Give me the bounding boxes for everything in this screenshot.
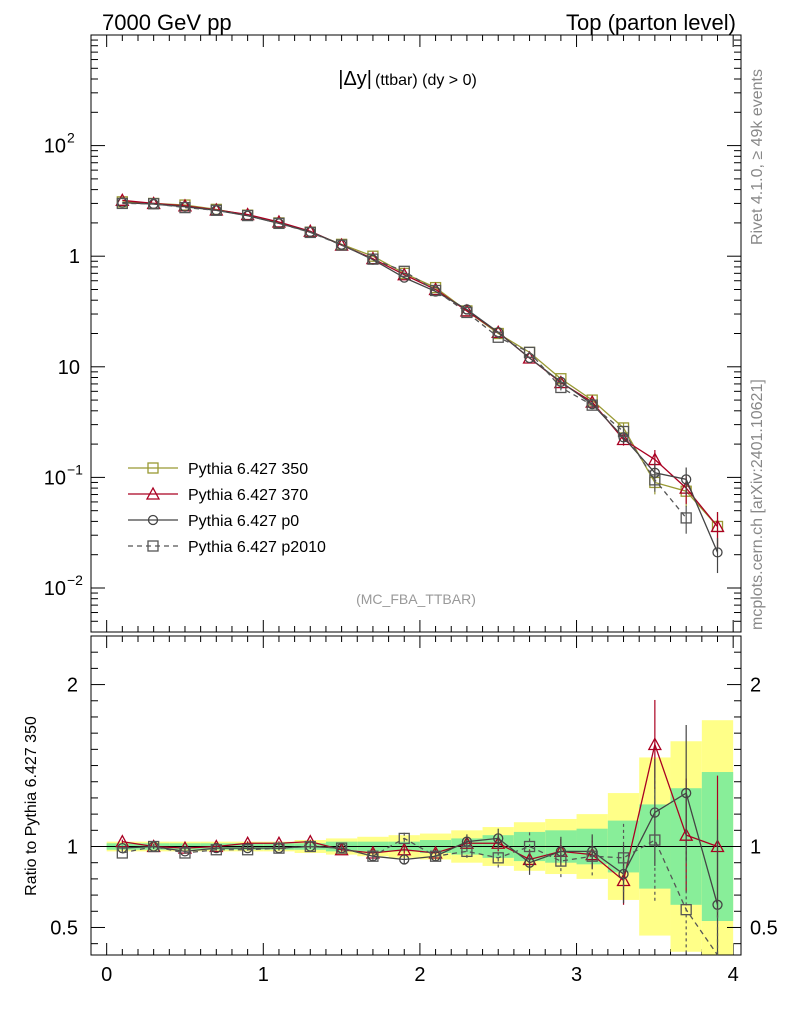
data-point bbox=[617, 425, 630, 438]
ratio-point bbox=[461, 845, 473, 858]
ratio-point bbox=[398, 832, 410, 845]
data-point bbox=[241, 209, 254, 222]
ratio-point bbox=[429, 850, 442, 862]
ratio-point bbox=[148, 840, 160, 853]
header-left: 7000 GeV pp bbox=[102, 10, 232, 35]
x-tick-label: 0 bbox=[101, 964, 112, 986]
data-point bbox=[116, 197, 128, 210]
ratio-point bbox=[647, 737, 662, 751]
y-tick-exponent: −2 bbox=[67, 572, 83, 588]
side-label-top: Rivet 4.1.0, ≥ 49k events bbox=[749, 69, 766, 245]
data-point bbox=[680, 512, 692, 524]
ratio-point bbox=[116, 847, 128, 859]
ratio-panel: 0 1 2 3 4 2 2 1 1 0.5 0.5 bbox=[50, 635, 778, 986]
y-tick-exponent: 2 bbox=[67, 130, 75, 146]
ratio-y-tick-label: 0.5 bbox=[50, 917, 78, 939]
ratio-point bbox=[680, 904, 692, 916]
data-point bbox=[240, 207, 255, 221]
data-point bbox=[179, 201, 191, 214]
ratio-y-tick-label-right: 0.5 bbox=[750, 917, 778, 939]
data-point bbox=[304, 226, 316, 239]
data-point bbox=[616, 432, 631, 446]
ratio-point bbox=[210, 844, 222, 856]
ratio-y-tick-label-right: 2 bbox=[750, 675, 761, 697]
data-point bbox=[273, 217, 285, 230]
data-point bbox=[148, 198, 160, 210]
legend-marker bbox=[145, 486, 161, 500]
y-tick-label: 10 bbox=[44, 136, 66, 158]
legend-label: Pythia 6.427 p0 bbox=[188, 513, 299, 530]
data-point bbox=[523, 346, 536, 359]
data-point bbox=[335, 239, 348, 251]
ratio-y-tick-label: 1 bbox=[67, 837, 78, 859]
ratio-point bbox=[304, 840, 316, 853]
legend-marker bbox=[147, 540, 159, 552]
analysis-label: (MC_FBA_TTBAR) bbox=[356, 591, 476, 607]
data-point bbox=[555, 381, 567, 394]
header-right: Top (parton level) bbox=[566, 10, 736, 35]
legend-label: Pythia 6.427 p2010 bbox=[188, 539, 326, 556]
ratio-point bbox=[335, 842, 348, 854]
ratio-point bbox=[209, 839, 224, 853]
side-label-bottom: mcplots.cern.ch [arXiv:2401.10621] bbox=[749, 379, 766, 630]
plot-title-sub: (ttbar) (dy > 0) bbox=[375, 72, 477, 89]
x-tick-label: 1 bbox=[258, 964, 269, 986]
y-tick-label: 10 bbox=[44, 578, 66, 600]
ratio-point bbox=[555, 855, 567, 867]
data-point bbox=[710, 519, 725, 533]
ratio-point bbox=[241, 844, 254, 856]
data-point bbox=[649, 474, 661, 486]
legend-marker bbox=[147, 514, 159, 526]
ratio-point bbox=[179, 847, 191, 859]
ratio-point bbox=[649, 834, 661, 846]
data-point bbox=[461, 306, 473, 319]
ratio-ylabel: Ratio to Pythia 6.427 350 bbox=[23, 716, 40, 896]
x-tick-label: 4 bbox=[728, 964, 739, 986]
x-tick-label: 3 bbox=[571, 964, 582, 986]
data-point bbox=[398, 265, 410, 277]
ratio-point bbox=[617, 852, 630, 864]
ratio-y-tick-label: 2 bbox=[67, 675, 78, 697]
x-tick-label: 2 bbox=[414, 964, 425, 986]
ratio-point bbox=[367, 850, 379, 862]
ratio-point bbox=[399, 854, 410, 865]
y-tick-label: 1 bbox=[69, 246, 80, 268]
data-point bbox=[712, 547, 723, 558]
y-tick-exponent: −1 bbox=[67, 461, 83, 477]
ratio-point bbox=[493, 833, 504, 844]
data-point bbox=[367, 253, 379, 265]
y-tick-label: 10 bbox=[44, 467, 66, 489]
plot-title-main: |Δy| bbox=[338, 68, 372, 90]
ratio-y-tick-label-right: 1 bbox=[750, 837, 761, 859]
ratio-point bbox=[523, 840, 536, 853]
data-point bbox=[271, 214, 287, 228]
data-point bbox=[492, 331, 504, 343]
ratio-point bbox=[681, 787, 692, 799]
y-tick-label: 10 bbox=[58, 357, 80, 379]
legend-label: Pythia 6.427 370 bbox=[188, 487, 308, 504]
legend-label: Pythia 6.427 350 bbox=[188, 461, 308, 478]
ratio-point bbox=[492, 852, 504, 864]
data-point bbox=[681, 474, 692, 485]
ratio-frame bbox=[90, 635, 742, 956]
data-point bbox=[524, 352, 535, 364]
legend: Pythia 6.427 350 Pythia 6.427 370 Pythia 6… bbox=[128, 461, 326, 556]
data-point bbox=[586, 399, 598, 411]
ratio-point bbox=[273, 842, 285, 854]
ratio-point bbox=[586, 850, 598, 862]
data-point bbox=[399, 272, 410, 283]
data-point bbox=[429, 284, 442, 297]
data-point bbox=[210, 204, 222, 216]
legend-marker bbox=[147, 462, 159, 474]
